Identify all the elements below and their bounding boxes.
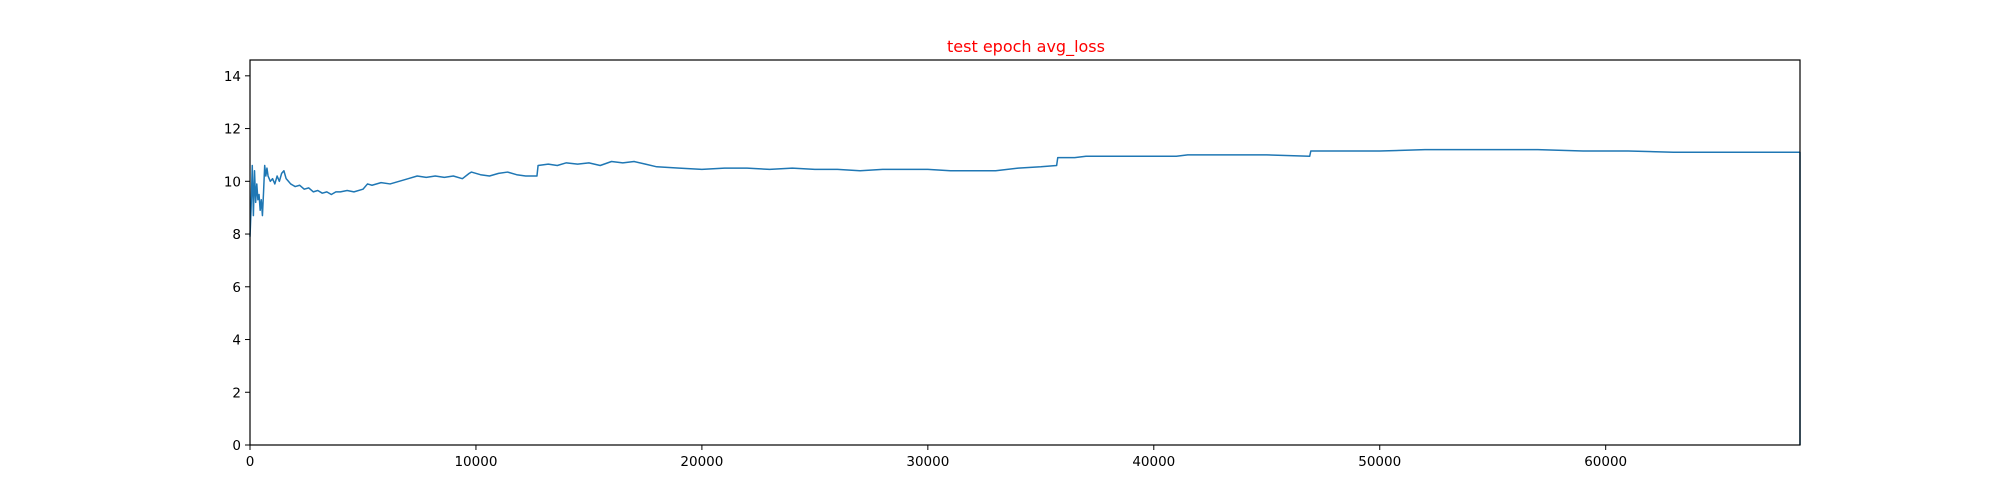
y-tick-label: 12 — [224, 122, 241, 138]
x-tick-label: 40000 — [1132, 454, 1175, 470]
y-tick-label: 2 — [232, 385, 241, 401]
x-axis: 0 10000 20000 30000 40000 50000 60000 — [246, 445, 1627, 470]
y-tick-label: 14 — [224, 69, 241, 85]
x-tick-label: 0 — [246, 454, 255, 470]
y-axis: 0 2 4 6 8 10 12 14 — [224, 69, 250, 454]
x-tick-label: 20000 — [680, 454, 723, 470]
x-tick-label: 60000 — [1584, 454, 1627, 470]
y-tick-label: 4 — [232, 333, 241, 349]
x-tick-label: 50000 — [1358, 454, 1401, 470]
x-tick-label: 30000 — [906, 454, 949, 470]
y-tick-label: 0 — [232, 438, 241, 454]
y-tick-label: 6 — [232, 280, 241, 296]
plot-area — [249, 148, 1801, 445]
series-line-0 — [249, 148, 1801, 445]
y-tick-label: 8 — [232, 227, 241, 243]
plot-frame — [249, 59, 1801, 446]
y-tick-label: 10 — [224, 174, 241, 190]
x-tick-label: 10000 — [454, 454, 497, 470]
chart-title: test epoch avg_loss — [947, 37, 1105, 57]
